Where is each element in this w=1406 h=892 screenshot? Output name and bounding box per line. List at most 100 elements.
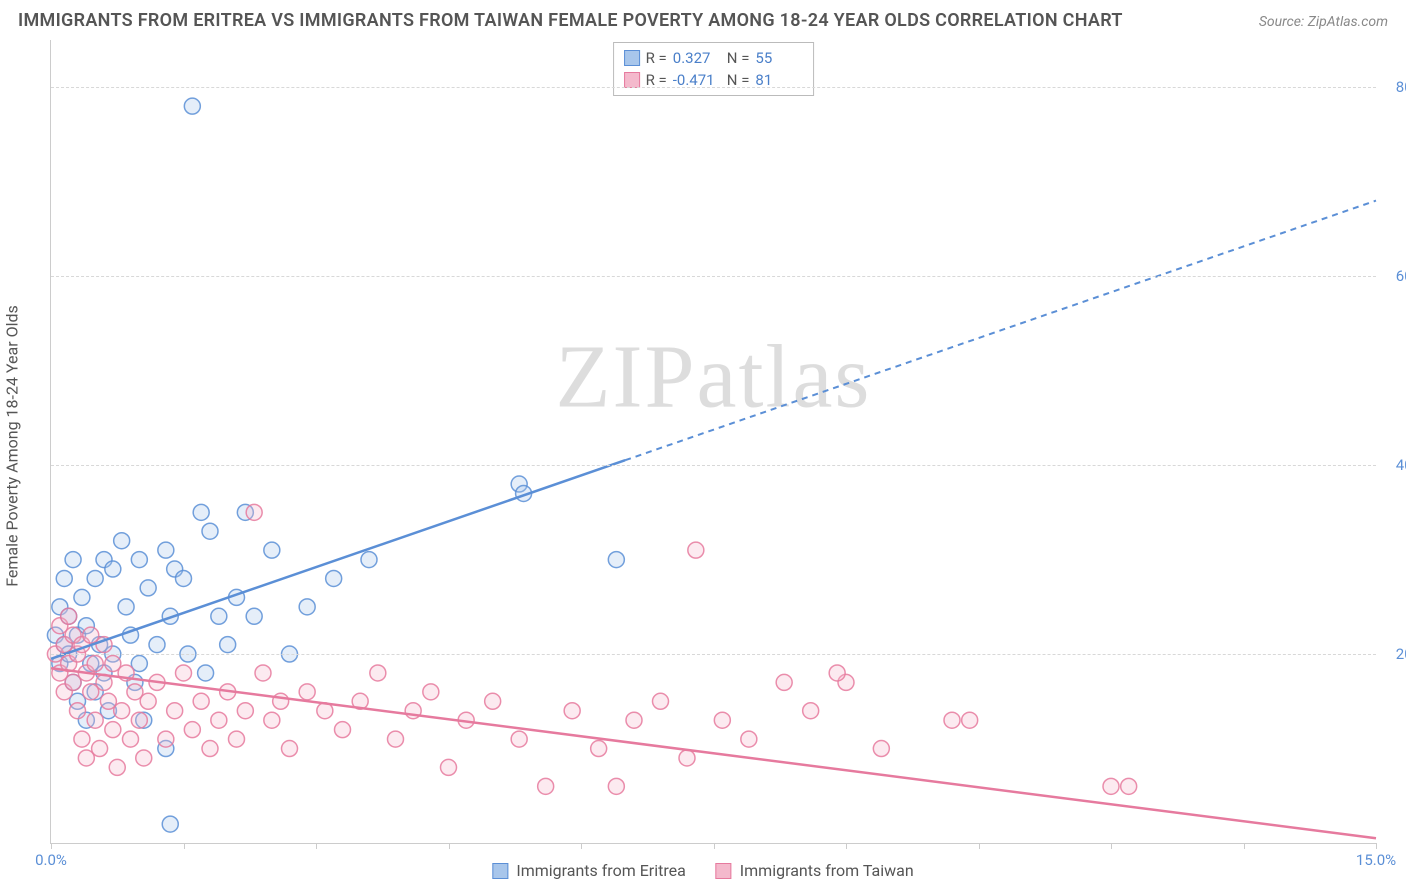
data-point xyxy=(255,665,271,681)
data-point xyxy=(118,599,134,615)
x-tick xyxy=(846,843,847,849)
gridline xyxy=(51,276,1376,277)
x-tick-label: 0.0% xyxy=(35,851,67,869)
data-point xyxy=(193,693,209,709)
x-tick xyxy=(1376,843,1377,849)
data-point xyxy=(626,712,642,728)
data-point xyxy=(92,741,108,757)
x-tick xyxy=(714,843,715,849)
data-point xyxy=(1103,778,1119,794)
data-point xyxy=(61,608,77,624)
data-point xyxy=(202,523,218,539)
data-point xyxy=(162,816,178,832)
data-point xyxy=(105,561,121,577)
data-point xyxy=(220,637,236,653)
gridline xyxy=(51,654,1376,655)
data-point xyxy=(87,656,103,672)
data-point xyxy=(246,504,262,520)
data-point xyxy=(105,722,121,738)
data-point xyxy=(829,665,845,681)
data-point xyxy=(653,693,669,709)
x-tick xyxy=(449,843,450,849)
r-label: R = xyxy=(646,47,667,69)
x-tick xyxy=(51,843,52,849)
gridline xyxy=(51,465,1376,466)
gridline xyxy=(51,87,1376,88)
data-point xyxy=(246,608,262,624)
y-tick-label: 80.0% xyxy=(1382,78,1406,96)
data-point xyxy=(299,684,315,700)
legend-swatch xyxy=(716,863,732,879)
data-point xyxy=(202,741,218,757)
data-point xyxy=(109,759,125,775)
data-point xyxy=(608,778,624,794)
data-point xyxy=(608,552,624,568)
data-point xyxy=(873,741,889,757)
data-point xyxy=(149,637,165,653)
plot-area: ZIPatlas R =0.327N =55R =-0.471N =81 20.… xyxy=(50,40,1376,844)
x-tick-label: 15.0% xyxy=(1356,851,1396,869)
data-point xyxy=(741,731,757,747)
data-point xyxy=(123,731,139,747)
x-tick xyxy=(316,843,317,849)
trend-line-dashed xyxy=(625,201,1376,461)
data-point xyxy=(131,552,147,568)
data-point xyxy=(264,542,280,558)
chart-title: IMMIGRANTS FROM ERITREA VS IMMIGRANTS FR… xyxy=(18,10,1123,31)
data-point xyxy=(229,731,245,747)
data-point xyxy=(184,722,200,738)
data-point xyxy=(211,608,227,624)
data-point xyxy=(211,712,227,728)
data-point xyxy=(485,693,501,709)
data-point xyxy=(198,665,214,681)
legend-label: Immigrants from Taiwan xyxy=(740,861,914,880)
data-point xyxy=(803,703,819,719)
y-tick-label: 40.0% xyxy=(1382,456,1406,474)
legend-stat-row: R = 0.327 N =55 xyxy=(624,47,804,69)
legend-item: Immigrants from Eritrea xyxy=(492,861,685,880)
data-point xyxy=(176,665,192,681)
data-point xyxy=(944,712,960,728)
data-point xyxy=(962,712,978,728)
data-point xyxy=(193,504,209,520)
data-point xyxy=(564,703,580,719)
y-tick-label: 60.0% xyxy=(1382,267,1406,285)
data-point xyxy=(56,570,72,586)
series-legend: Immigrants from Eritrea Immigrants from T… xyxy=(492,861,913,880)
y-axis-label: Female Poverty Among 18-24 Year Olds xyxy=(3,305,22,587)
data-point xyxy=(140,693,156,709)
r-value: 0.327 xyxy=(673,47,721,69)
data-point xyxy=(714,712,730,728)
legend-swatch xyxy=(624,50,640,66)
data-point xyxy=(1121,778,1137,794)
x-tick xyxy=(1244,843,1245,849)
data-point xyxy=(273,693,289,709)
n-value: 55 xyxy=(755,47,803,69)
legend-item: Immigrants from Taiwan xyxy=(716,861,914,880)
data-point xyxy=(87,712,103,728)
data-point xyxy=(326,570,342,586)
data-point xyxy=(87,570,103,586)
legend-swatch xyxy=(624,72,640,88)
legend-label: Immigrants from Eritrea xyxy=(516,861,685,880)
data-point xyxy=(65,552,81,568)
source-attribution: Source: ZipAtlas.com xyxy=(1259,14,1388,30)
data-point xyxy=(158,542,174,558)
data-point xyxy=(237,703,253,719)
data-point xyxy=(538,778,554,794)
data-point xyxy=(158,731,174,747)
n-label: N = xyxy=(727,47,750,69)
data-point xyxy=(688,542,704,558)
data-point xyxy=(679,750,695,766)
chart-svg xyxy=(51,40,1376,843)
data-point xyxy=(441,759,457,775)
data-point xyxy=(140,580,156,596)
x-tick xyxy=(184,843,185,849)
data-point xyxy=(176,570,192,586)
data-point xyxy=(114,533,130,549)
data-point xyxy=(74,589,90,605)
legend-swatch xyxy=(492,863,508,879)
y-tick-label: 20.0% xyxy=(1382,645,1406,663)
data-point xyxy=(167,703,183,719)
trend-line-solid xyxy=(51,668,1376,838)
